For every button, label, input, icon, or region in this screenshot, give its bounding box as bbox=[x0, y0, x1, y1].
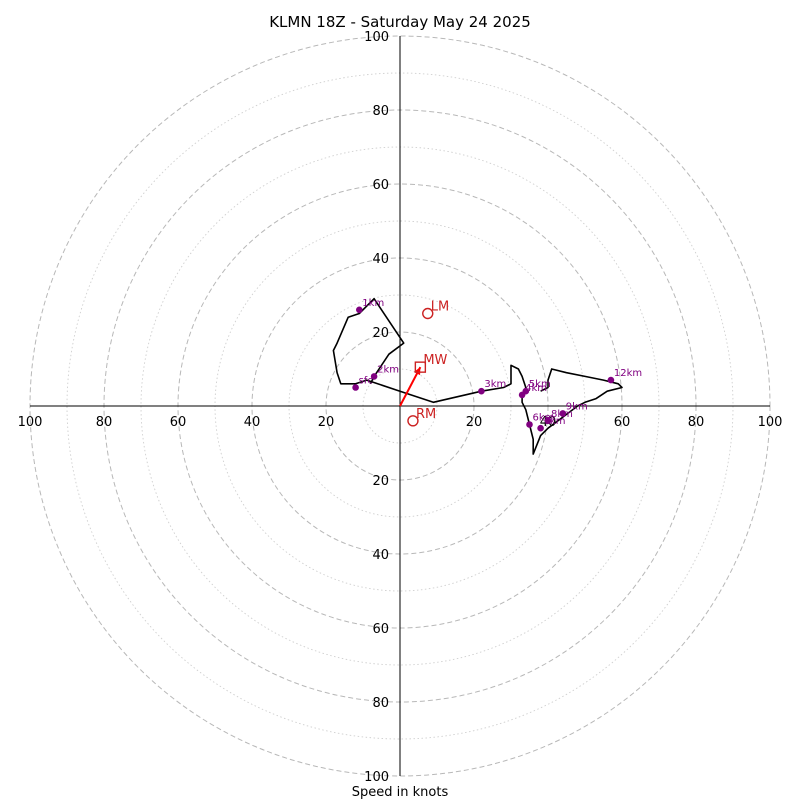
x-tick-label: 40 bbox=[244, 415, 261, 430]
height-marker-dot bbox=[537, 424, 544, 432]
motion-marker-label: RM bbox=[416, 407, 436, 422]
x-tick-label: 80 bbox=[96, 415, 113, 430]
height-marker-label: 6km bbox=[533, 413, 555, 424]
hodograph-line bbox=[332, 297, 623, 455]
x-tick-label: 100 bbox=[18, 415, 43, 430]
height-marker-dot bbox=[478, 387, 485, 395]
height-marker-label: 5km bbox=[529, 379, 551, 390]
height-marker-dot bbox=[544, 417, 552, 425]
x-tick-label: 60 bbox=[614, 415, 631, 430]
height-marker-dot bbox=[356, 306, 363, 314]
motion-marker-square bbox=[414, 361, 427, 373]
motion-marker-circle bbox=[407, 415, 419, 427]
x-tick-label: 60 bbox=[170, 415, 187, 430]
height-marker-dot bbox=[522, 387, 530, 395]
y-tick-label: 40 bbox=[372, 548, 389, 563]
tick-labels: 1008060402020406080100100806040202040608… bbox=[18, 30, 783, 785]
motion-marker-label: LM bbox=[431, 300, 449, 315]
height-marker-label: 4km bbox=[525, 383, 547, 394]
y-tick-label: 80 bbox=[372, 104, 389, 119]
height-marker-dot bbox=[607, 376, 615, 384]
motion-marker-circle bbox=[422, 307, 434, 320]
height-marker-dot bbox=[526, 421, 533, 428]
height-marker-label: 1km bbox=[362, 298, 384, 309]
y-tick-label: 80 bbox=[372, 696, 389, 711]
hodograph-trace bbox=[332, 297, 623, 455]
mean-wind-vector bbox=[399, 366, 422, 407]
x-axis-label: Speed in knots bbox=[352, 785, 449, 800]
y-tick-label: 60 bbox=[372, 178, 389, 193]
x-tick-label: 80 bbox=[688, 415, 705, 430]
x-tick-label: 20 bbox=[318, 415, 335, 430]
height-marker-dot bbox=[559, 410, 567, 417]
mean-wind-arrowhead bbox=[413, 367, 421, 376]
height-marker-label: 2km bbox=[377, 364, 399, 375]
y-tick-label: 100 bbox=[364, 30, 389, 45]
y-tick-label: 20 bbox=[372, 474, 389, 489]
height-marker-dot bbox=[352, 384, 359, 391]
x-tick-label: 20 bbox=[466, 415, 483, 430]
y-tick-label: 60 bbox=[372, 622, 389, 637]
y-tick-label: 100 bbox=[364, 770, 389, 785]
height-marker-label: sfc bbox=[359, 376, 373, 387]
x-tick-label: 100 bbox=[758, 415, 783, 430]
height-marker-label: 12km bbox=[614, 368, 642, 379]
height-marker-label: 9km bbox=[566, 401, 588, 412]
storm-motion-markers: LM MW RM bbox=[399, 300, 449, 427]
height-marker-label: 7km bbox=[544, 416, 566, 427]
y-tick-label: 20 bbox=[372, 326, 389, 341]
height-marker-label: 3km bbox=[484, 379, 506, 390]
height-marker-dot bbox=[370, 373, 378, 380]
chart-title: KLMN 18Z - Saturday May 24 2025 bbox=[269, 13, 531, 31]
y-tick-label: 40 bbox=[372, 252, 389, 267]
motion-marker-label: MW bbox=[423, 353, 447, 368]
height-markers: 1km2kmsfc3km4km5km6km7km8km9km12km bbox=[352, 298, 642, 432]
